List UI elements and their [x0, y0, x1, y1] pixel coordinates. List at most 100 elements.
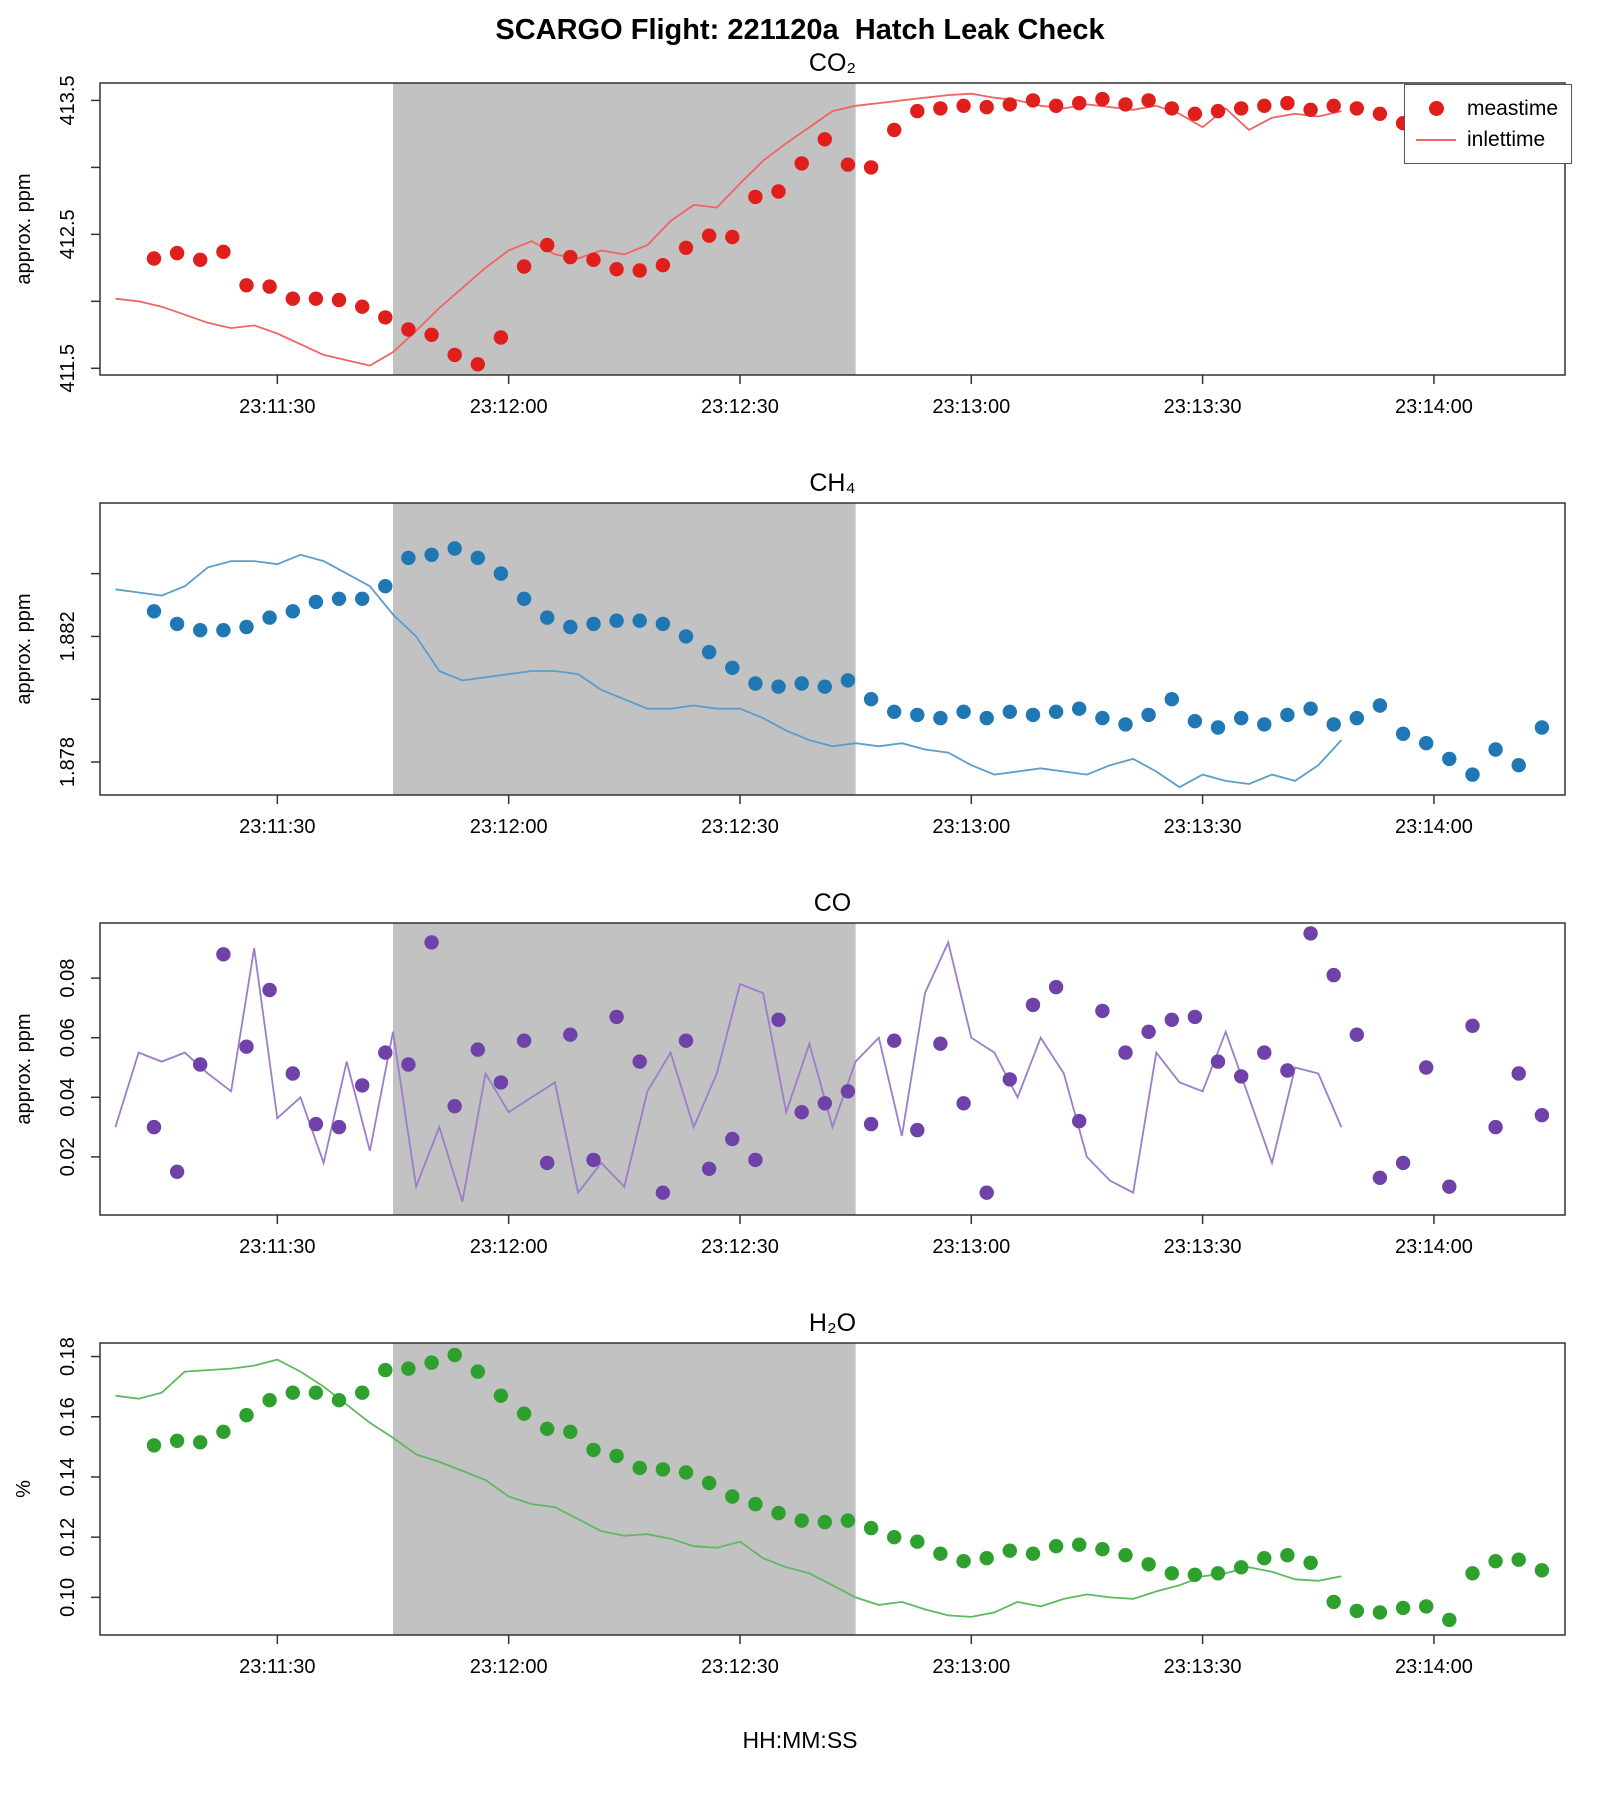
data-point [1164, 1012, 1180, 1027]
x-tick-label: 23:13:30 [1164, 396, 1242, 418]
data-point [794, 1105, 809, 1120]
data-point [1349, 1027, 1365, 1042]
data-point [840, 157, 856, 172]
data-point [424, 935, 439, 950]
data-point [678, 1033, 694, 1048]
panel-co-chart: 23:11:30 23:12:00 23:12:30 23:13:00 23:13:30… [13, 889, 1566, 1258]
data-point [1164, 1566, 1180, 1581]
x-tick-label: 23:12:30 [701, 816, 779, 838]
data-point [1164, 692, 1180, 707]
data-point [1303, 926, 1318, 941]
x-axis-title: HH:MM:SS [742, 1727, 858, 1753]
data-point [378, 579, 393, 594]
data-point [1002, 1543, 1017, 1558]
data-point [1095, 91, 1110, 107]
data-point [1372, 106, 1388, 121]
data-point [1118, 97, 1133, 112]
y-tick-label: 0.08 [57, 959, 79, 998]
x-tick-label: 23:12:30 [701, 1236, 779, 1258]
legend: meastime inlettime [1404, 84, 1572, 164]
data-point [1303, 1555, 1318, 1570]
data-point [655, 258, 671, 273]
y-tick-label: 0.16 [57, 1397, 79, 1436]
data-point [979, 99, 994, 115]
data-point [1210, 1566, 1226, 1581]
y-axis-title: approx. ppm [13, 1013, 35, 1124]
data-point [401, 550, 416, 566]
data-point [725, 1489, 740, 1504]
data-point [540, 237, 555, 253]
data-point [1095, 1542, 1110, 1557]
x-tick-label: 23:14:00 [1395, 396, 1473, 418]
data-point [817, 1096, 832, 1111]
data-point [355, 591, 370, 606]
data-point [817, 132, 832, 147]
y-axis-title: approx. ppm [13, 173, 35, 284]
data-point [239, 278, 254, 293]
data-point [540, 1421, 555, 1436]
inlettime-line-icon [1416, 138, 1456, 141]
data-point [910, 1122, 925, 1138]
data-point [1002, 1072, 1017, 1087]
data-point [169, 1433, 185, 1448]
x-tick-label: 23:13:30 [1164, 816, 1242, 838]
data-point [470, 1042, 485, 1057]
data-point [748, 676, 763, 691]
data-point [262, 279, 277, 294]
data-point [470, 550, 485, 566]
data-point [355, 299, 370, 314]
shaded-region [393, 1343, 856, 1635]
data-point [447, 541, 462, 556]
data-point [1534, 1108, 1550, 1123]
data-point [1511, 1552, 1526, 1567]
legend-label-inlettime: inlettime [1467, 127, 1546, 151]
data-point [262, 982, 277, 998]
data-point [910, 103, 925, 119]
data-point [1372, 1170, 1388, 1185]
data-point [1187, 1567, 1203, 1582]
data-point [516, 591, 532, 606]
data-point [262, 610, 277, 625]
data-point [1419, 1060, 1434, 1075]
data-point [863, 1520, 879, 1536]
panel-ch4-chart: 23:11:30 23:12:00 23:12:30 23:13:00 23:13:30… [13, 469, 1566, 838]
panel-h2o-chart: 23:11:30 23:12:00 23:12:30 23:13:00 23:13:30… [13, 1309, 1566, 1678]
data-point [1025, 707, 1041, 723]
x-tick-label: 23:14:00 [1395, 1236, 1473, 1258]
x-tick-label: 23:12:00 [470, 1236, 548, 1258]
data-point [1187, 714, 1203, 729]
data-point [701, 644, 717, 660]
data-point [355, 1385, 370, 1400]
panel-border [99, 502, 1566, 796]
panel-border [99, 82, 1566, 376]
data-point [979, 710, 994, 726]
data-point [609, 613, 624, 628]
data-point [933, 1036, 948, 1051]
data-point [401, 322, 416, 337]
x-tick-label: 23:13:30 [1164, 1656, 1242, 1678]
panel-border [99, 922, 1566, 1216]
data-point [169, 1164, 185, 1179]
data-point [1095, 1003, 1110, 1019]
data-point [1419, 1599, 1434, 1614]
data-point [632, 1054, 647, 1069]
data-point [216, 947, 231, 962]
data-point [933, 101, 948, 116]
data-point [1488, 742, 1503, 757]
data-point [1048, 98, 1064, 113]
data-point [285, 604, 300, 619]
data-point [308, 1385, 324, 1400]
chart-title: SCARGO Flight: 221120a Hatch Leak Check [495, 14, 1105, 46]
data-point [1326, 98, 1341, 113]
panel-co2-chart: 23:11:30 23:12:00 23:12:30 23:13:00 23:13:30… [13, 49, 1566, 418]
x-tick-label: 23:13:30 [1164, 1236, 1242, 1258]
data-point [216, 623, 231, 638]
panel-title: CO₂ [809, 49, 856, 77]
figure: SCARGO Flight: 221120a Hatch Leak Check … [13, 14, 1572, 1753]
data-point [1141, 707, 1156, 723]
data-point [331, 1119, 347, 1135]
y-tick-label: 413.5 [57, 75, 79, 125]
data-point [1280, 707, 1295, 723]
data-point [586, 616, 601, 632]
data-point [1118, 717, 1133, 732]
